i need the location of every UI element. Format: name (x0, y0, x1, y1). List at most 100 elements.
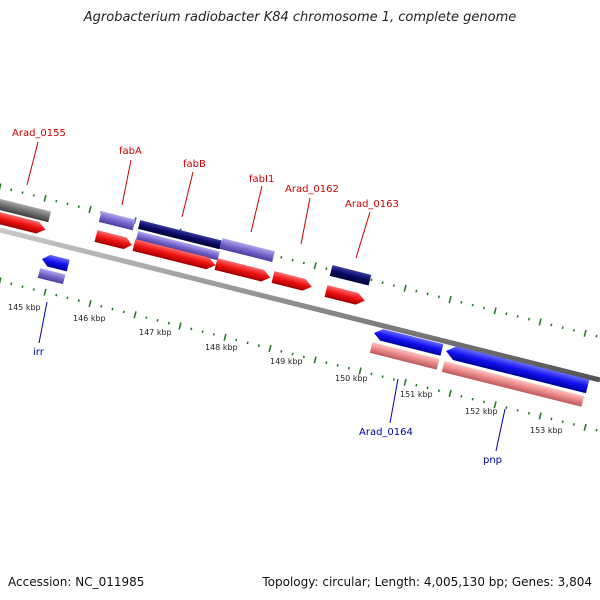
outer-minor-tick (482, 306, 485, 310)
gene-arad-0164-arrow[interactable] (373, 327, 444, 356)
inner-minor-tick (167, 321, 170, 325)
inner-major-tick (43, 288, 47, 296)
inner-minor-tick (336, 364, 339, 367)
bottom-label-leaders (38, 301, 506, 452)
label-pnp: pnp (483, 455, 502, 466)
gene-arad-0164-pink[interactable] (369, 342, 440, 370)
inner-major-tick (538, 412, 542, 420)
label-irr: irr (33, 347, 45, 358)
outer-minor-tick (291, 258, 294, 262)
inner-minor-tick (21, 285, 24, 289)
inner-minor-tick (77, 299, 80, 303)
scale-label-151: 151 kbp (400, 390, 433, 399)
inner-minor-tick (392, 378, 395, 381)
outer-minor-tick (471, 303, 474, 307)
gene-fabb-arrow[interactable] (132, 239, 217, 271)
inner-major-tick (313, 356, 317, 364)
inner-minor-tick (32, 288, 35, 291)
inner-major-tick (0, 277, 2, 285)
inner-minor-tick (66, 296, 69, 300)
inner-minor-tick (280, 350, 283, 353)
outer-major-tick (403, 284, 407, 292)
inner-minor-tick (482, 400, 485, 404)
outer-major-tick (0, 183, 2, 191)
inner-minor-tick (156, 319, 159, 322)
outer-minor-tick (527, 317, 530, 321)
outer-minor-tick (302, 261, 305, 265)
outer-minor-tick (415, 289, 418, 293)
gene-arad-0162-arrow[interactable] (271, 271, 314, 292)
inner-minor-tick (572, 423, 575, 426)
outer-major-tick (583, 329, 587, 337)
gene-arad-0163-arrow[interactable] (324, 285, 367, 306)
outer-minor-tick (21, 191, 24, 195)
gene-arad-0155-gray[interactable] (0, 194, 51, 223)
gene-arad-0163-navy[interactable] (329, 265, 372, 286)
inner-minor-tick (111, 307, 114, 311)
inner-major-tick (268, 344, 272, 353)
inner-major-tick (133, 311, 137, 319)
inner-minor-tick (595, 428, 598, 432)
inner-minor-tick (100, 304, 103, 308)
scale-label-146: 146 kbp (73, 314, 106, 323)
outer-minor-tick (66, 202, 69, 206)
genome-summary-text: Topology: circular; Length: 4,005,130 bp… (262, 575, 592, 589)
outer-major-tick (493, 307, 497, 315)
gene-fabi1-purple[interactable] (219, 238, 275, 262)
outer-minor-tick (561, 326, 564, 330)
gene-pnp-arrow[interactable] (444, 344, 590, 394)
label-arad-0164: Arad_0164 (359, 427, 413, 438)
outer-minor-tick (437, 295, 440, 299)
inner-minor-tick (325, 361, 328, 364)
gene-fabb-purple[interactable] (136, 231, 220, 261)
inner-minor-tick (201, 330, 204, 334)
inner-minor-tick (347, 366, 350, 370)
gene-pnp-pink[interactable] (441, 361, 585, 407)
inner-minor-tick (516, 409, 519, 412)
inner-minor-tick (291, 352, 294, 356)
outer-minor-tick (32, 194, 35, 197)
outer-minor-tick (516, 315, 519, 318)
inner-minor-tick (505, 406, 508, 409)
scale-label-153: 153 kbp (530, 426, 563, 435)
scale-labels: 145 kbp 146 kbp 147 kbp 148 kbp 149 kbp … (8, 303, 563, 435)
scale-label-152: 152 kbp (465, 407, 498, 416)
gene-arad-0155-arrow[interactable] (0, 211, 47, 235)
inner-minor-tick (246, 341, 249, 345)
gene-fabb-navy[interactable] (138, 220, 222, 250)
gene-irr-arrow[interactable] (41, 253, 70, 272)
diagram-title: Agrobacterium radiobacter K84 chromosome… (83, 10, 517, 25)
inner-minor-tick (257, 344, 260, 348)
gene-faba-purple[interactable] (98, 211, 136, 231)
scale-label-149: 149 kbp (270, 357, 303, 366)
outer-major-tick (43, 194, 47, 202)
inner-minor-tick (145, 316, 148, 319)
outer-minor-tick (10, 188, 13, 192)
inner-major-tick (223, 333, 227, 341)
gene-irr-purple[interactable] (37, 268, 66, 285)
outer-minor-tick (325, 267, 328, 270)
scale-label-148: 148 kbp (205, 343, 238, 352)
scale-label-147: 147 kbp (139, 328, 172, 337)
outer-minor-tick (381, 281, 384, 285)
inner-major-tick (358, 367, 362, 375)
outer-major-tick (88, 205, 92, 214)
inner-tick-row (0, 277, 598, 432)
inner-minor-tick (471, 397, 474, 401)
accession-text: Accession: NC_011985 (8, 575, 145, 589)
outer-minor-tick (55, 199, 58, 203)
inner-major-tick (178, 322, 182, 330)
outer-minor-tick (426, 292, 429, 296)
inner-minor-tick (370, 372, 373, 376)
inner-minor-tick (460, 394, 463, 398)
inner-major-tick (88, 299, 92, 308)
inner-minor-tick (527, 411, 530, 415)
outer-major-tick (538, 318, 542, 326)
inner-minor-tick (381, 375, 384, 379)
inner-minor-tick (235, 338, 238, 342)
inner-minor-tick (212, 333, 215, 336)
gene-faba-arrow[interactable] (94, 230, 134, 251)
gene-fabi1-arrow[interactable] (214, 258, 272, 283)
outer-minor-tick (460, 300, 463, 304)
